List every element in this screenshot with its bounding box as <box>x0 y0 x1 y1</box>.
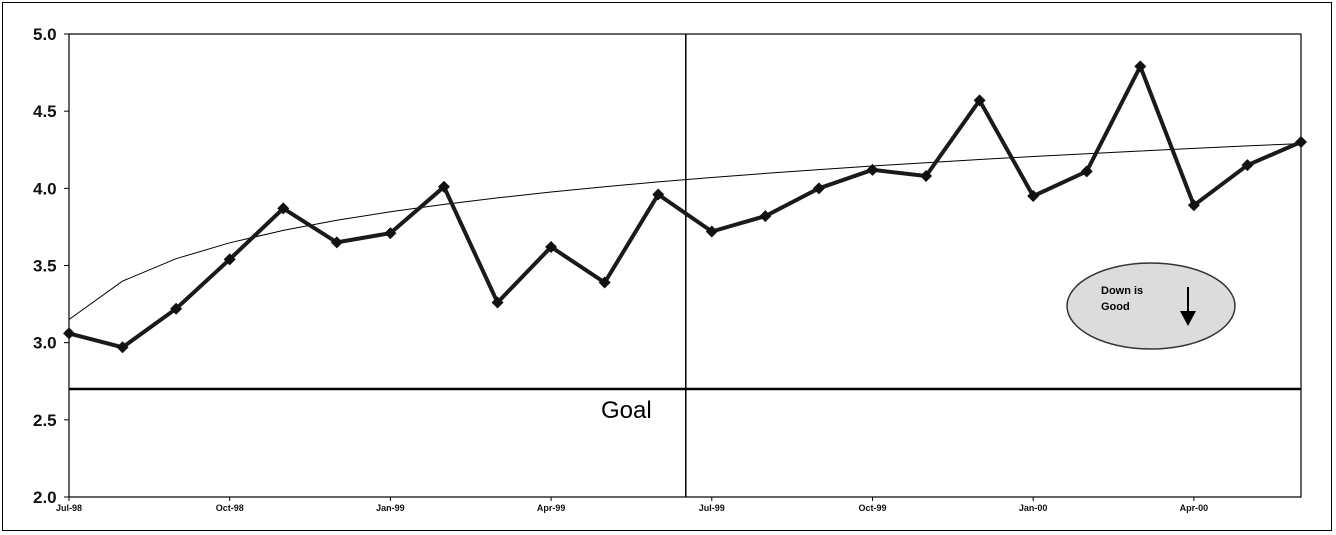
y-tick-label: 2.5 <box>33 411 57 430</box>
y-tick-label: 2.0 <box>33 488 57 507</box>
data-point <box>170 302 183 315</box>
chart-axes <box>64 33 1302 501</box>
x-tick-label: Oct-99 <box>858 503 886 513</box>
badge-line-1: Down is <box>1101 285 1143 297</box>
plot-area <box>68 33 1302 498</box>
data-point <box>330 236 343 249</box>
data-point <box>1295 136 1307 149</box>
y-tick-label: 3.0 <box>33 334 57 353</box>
data-point <box>116 341 129 354</box>
data-point <box>491 296 504 309</box>
x-tick-label: Jul-99 <box>699 503 725 513</box>
data-point <box>920 169 933 182</box>
series-line <box>68 61 1302 350</box>
badge-line-2: Good <box>1101 301 1130 313</box>
data-point <box>545 240 558 253</box>
data-point <box>812 182 825 195</box>
badge-ellipse <box>1066 262 1236 350</box>
data-point <box>973 94 986 107</box>
data-point <box>63 327 75 340</box>
y-tick-label: 4.0 <box>33 179 57 198</box>
y-tick-label: 4.5 <box>33 102 57 121</box>
data-point <box>1134 60 1147 73</box>
y-tick-label: 3.5 <box>33 257 57 276</box>
y-tick-label: 5.0 <box>33 25 57 44</box>
x-tick-label: Apr-99 <box>537 503 566 513</box>
data-point <box>866 163 879 176</box>
data-point <box>277 202 290 215</box>
data-point <box>437 180 450 193</box>
data-point <box>705 225 718 238</box>
data-point <box>384 227 397 240</box>
data-point <box>1027 190 1040 203</box>
data-markers <box>63 60 1307 354</box>
down-is-good-badge: Down is Good <box>1066 262 1236 350</box>
down-arrow-icon <box>1180 287 1196 326</box>
x-tick-label: Apr-00 <box>1180 503 1209 513</box>
x-tick-label: Jan-00 <box>1019 503 1048 513</box>
x-tick-label: Jul-98 <box>56 503 82 513</box>
data-point <box>1187 199 1200 212</box>
x-tick-label: Jan-99 <box>376 503 405 513</box>
data-point <box>759 210 772 223</box>
data-point <box>1241 159 1254 172</box>
data-point <box>1080 165 1093 178</box>
data-point <box>598 276 611 289</box>
data-point <box>652 188 665 201</box>
goal-label: Goal <box>601 397 652 424</box>
data-point <box>223 253 236 266</box>
x-tick-label: Oct-98 <box>216 503 244 513</box>
chart-lines <box>68 34 1302 497</box>
